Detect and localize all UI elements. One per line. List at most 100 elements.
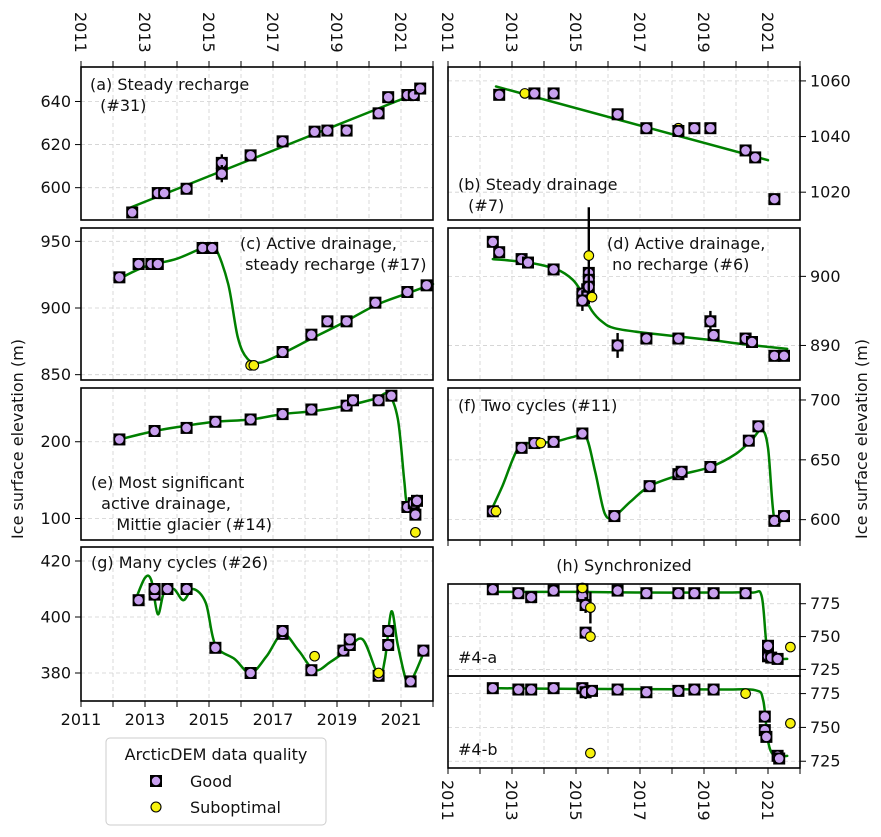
point-good (514, 588, 523, 598)
point-good (278, 626, 287, 636)
point-good (613, 586, 622, 595)
legend-good-dot (151, 776, 161, 786)
panel-frame (80, 387, 434, 541)
point-good (198, 243, 207, 253)
point-good (115, 273, 124, 282)
point-suboptimal (535, 437, 547, 449)
point-good (578, 429, 587, 438)
point-good (494, 247, 504, 257)
legend-title: ArcticDEM data quality (125, 745, 308, 764)
panel-title-d: (d) Active drainage, no recharge (#6) (607, 234, 765, 274)
x-tick-label-bottom: 2019 (317, 710, 358, 729)
point-good (307, 665, 316, 675)
point-good (310, 127, 319, 136)
panel-h4a: 725 750 775 (h) Synchronized #4-a (447, 556, 841, 679)
panel-frame (447, 66, 801, 221)
point-good (530, 89, 539, 98)
panel-title-c: (c) Active drainage, steady recharge (#1… (240, 234, 427, 274)
point-good (747, 337, 757, 347)
y-tick-label: 750 (810, 718, 841, 737)
x-tick-label-bottom: 2011 (61, 710, 102, 729)
fit-line (118, 243, 435, 365)
legend-good-label: Good (190, 772, 232, 791)
point-good (371, 298, 380, 307)
point-good (613, 109, 622, 119)
point-good (610, 511, 619, 521)
point-good (217, 169, 227, 178)
panel-frame (447, 387, 801, 541)
legend-suboptimal-marker (150, 801, 162, 813)
point-good (770, 516, 779, 526)
panel-frame (80, 66, 434, 221)
point-good (690, 123, 699, 133)
point-good (709, 588, 718, 598)
fit-line (494, 85, 770, 162)
point-good (754, 421, 763, 431)
y-tick-label: 650 (810, 450, 841, 469)
panel-title-g: (g) Many cycles (#26) (91, 553, 268, 572)
point-good (115, 435, 124, 444)
point-good (217, 158, 227, 168)
point-good (387, 391, 396, 400)
point-suboptimal (248, 359, 260, 371)
point-good (779, 351, 789, 361)
point-suboptimal (585, 747, 596, 759)
point-good (526, 592, 536, 602)
point-good (211, 643, 220, 653)
point-good (549, 437, 558, 447)
point-good (412, 496, 422, 506)
point-good (211, 417, 220, 427)
point-good (307, 405, 316, 414)
y-tick-label: 725 (810, 752, 841, 771)
point-suboptimal (586, 291, 598, 303)
point-good (642, 687, 651, 697)
point-good (342, 126, 351, 135)
point-good (134, 259, 143, 269)
right-ylabel: Ice surface elevation (m) (852, 339, 871, 539)
x-tick-label-bottom: 2017 (253, 710, 294, 729)
point-good (159, 188, 169, 198)
point-good (706, 123, 715, 133)
legend: ArcticDEM data quality Good Suboptimal (105, 737, 327, 826)
panel-frame (80, 546, 434, 702)
point-good (182, 184, 191, 194)
point-suboptimal (785, 718, 796, 729)
y-tick-label: 900 (810, 267, 841, 286)
point-good (549, 265, 558, 274)
x-tick-label-top: 2019 (694, 12, 713, 53)
point-good (674, 126, 683, 136)
point-good (150, 426, 159, 436)
point-good (182, 423, 191, 433)
point-good (741, 146, 750, 155)
point-good (488, 584, 498, 594)
x-tick-label-bottom-right: 2011 (438, 780, 457, 821)
point-good (488, 683, 498, 693)
point-suboptimal (410, 526, 421, 538)
point-good (419, 646, 428, 655)
x-tick-label-top: 2013 (502, 12, 521, 53)
panel-title-h4a: (h) Synchronized (556, 556, 691, 575)
y-tick-label: 1040 (810, 127, 851, 146)
point-good (674, 334, 683, 343)
x-tick-label-bottom-right: 2021 (758, 780, 777, 821)
panel-title-e: (e) Most significant active drainage, Mi… (91, 473, 272, 534)
point-good (150, 584, 159, 594)
y-tick-label: 380 (40, 664, 71, 683)
point-good (415, 84, 425, 93)
point-good (127, 208, 137, 217)
point-good (706, 316, 715, 326)
y-tick-label: 420 (40, 552, 71, 571)
panel-frame (447, 227, 801, 381)
panel-f: 600 650 700 (f) Two cycles (#11) (447, 387, 841, 541)
point-good (278, 347, 287, 357)
point-good (403, 287, 412, 297)
y-tick-label: 600 (40, 178, 71, 197)
y-tick-label: 850 (40, 365, 71, 384)
point-good (514, 685, 523, 694)
point-good (278, 409, 287, 419)
point-suboptimal (585, 631, 596, 642)
point-good (323, 126, 332, 135)
x-tick-label-top: 2011 (71, 12, 90, 53)
point-good (690, 685, 699, 694)
